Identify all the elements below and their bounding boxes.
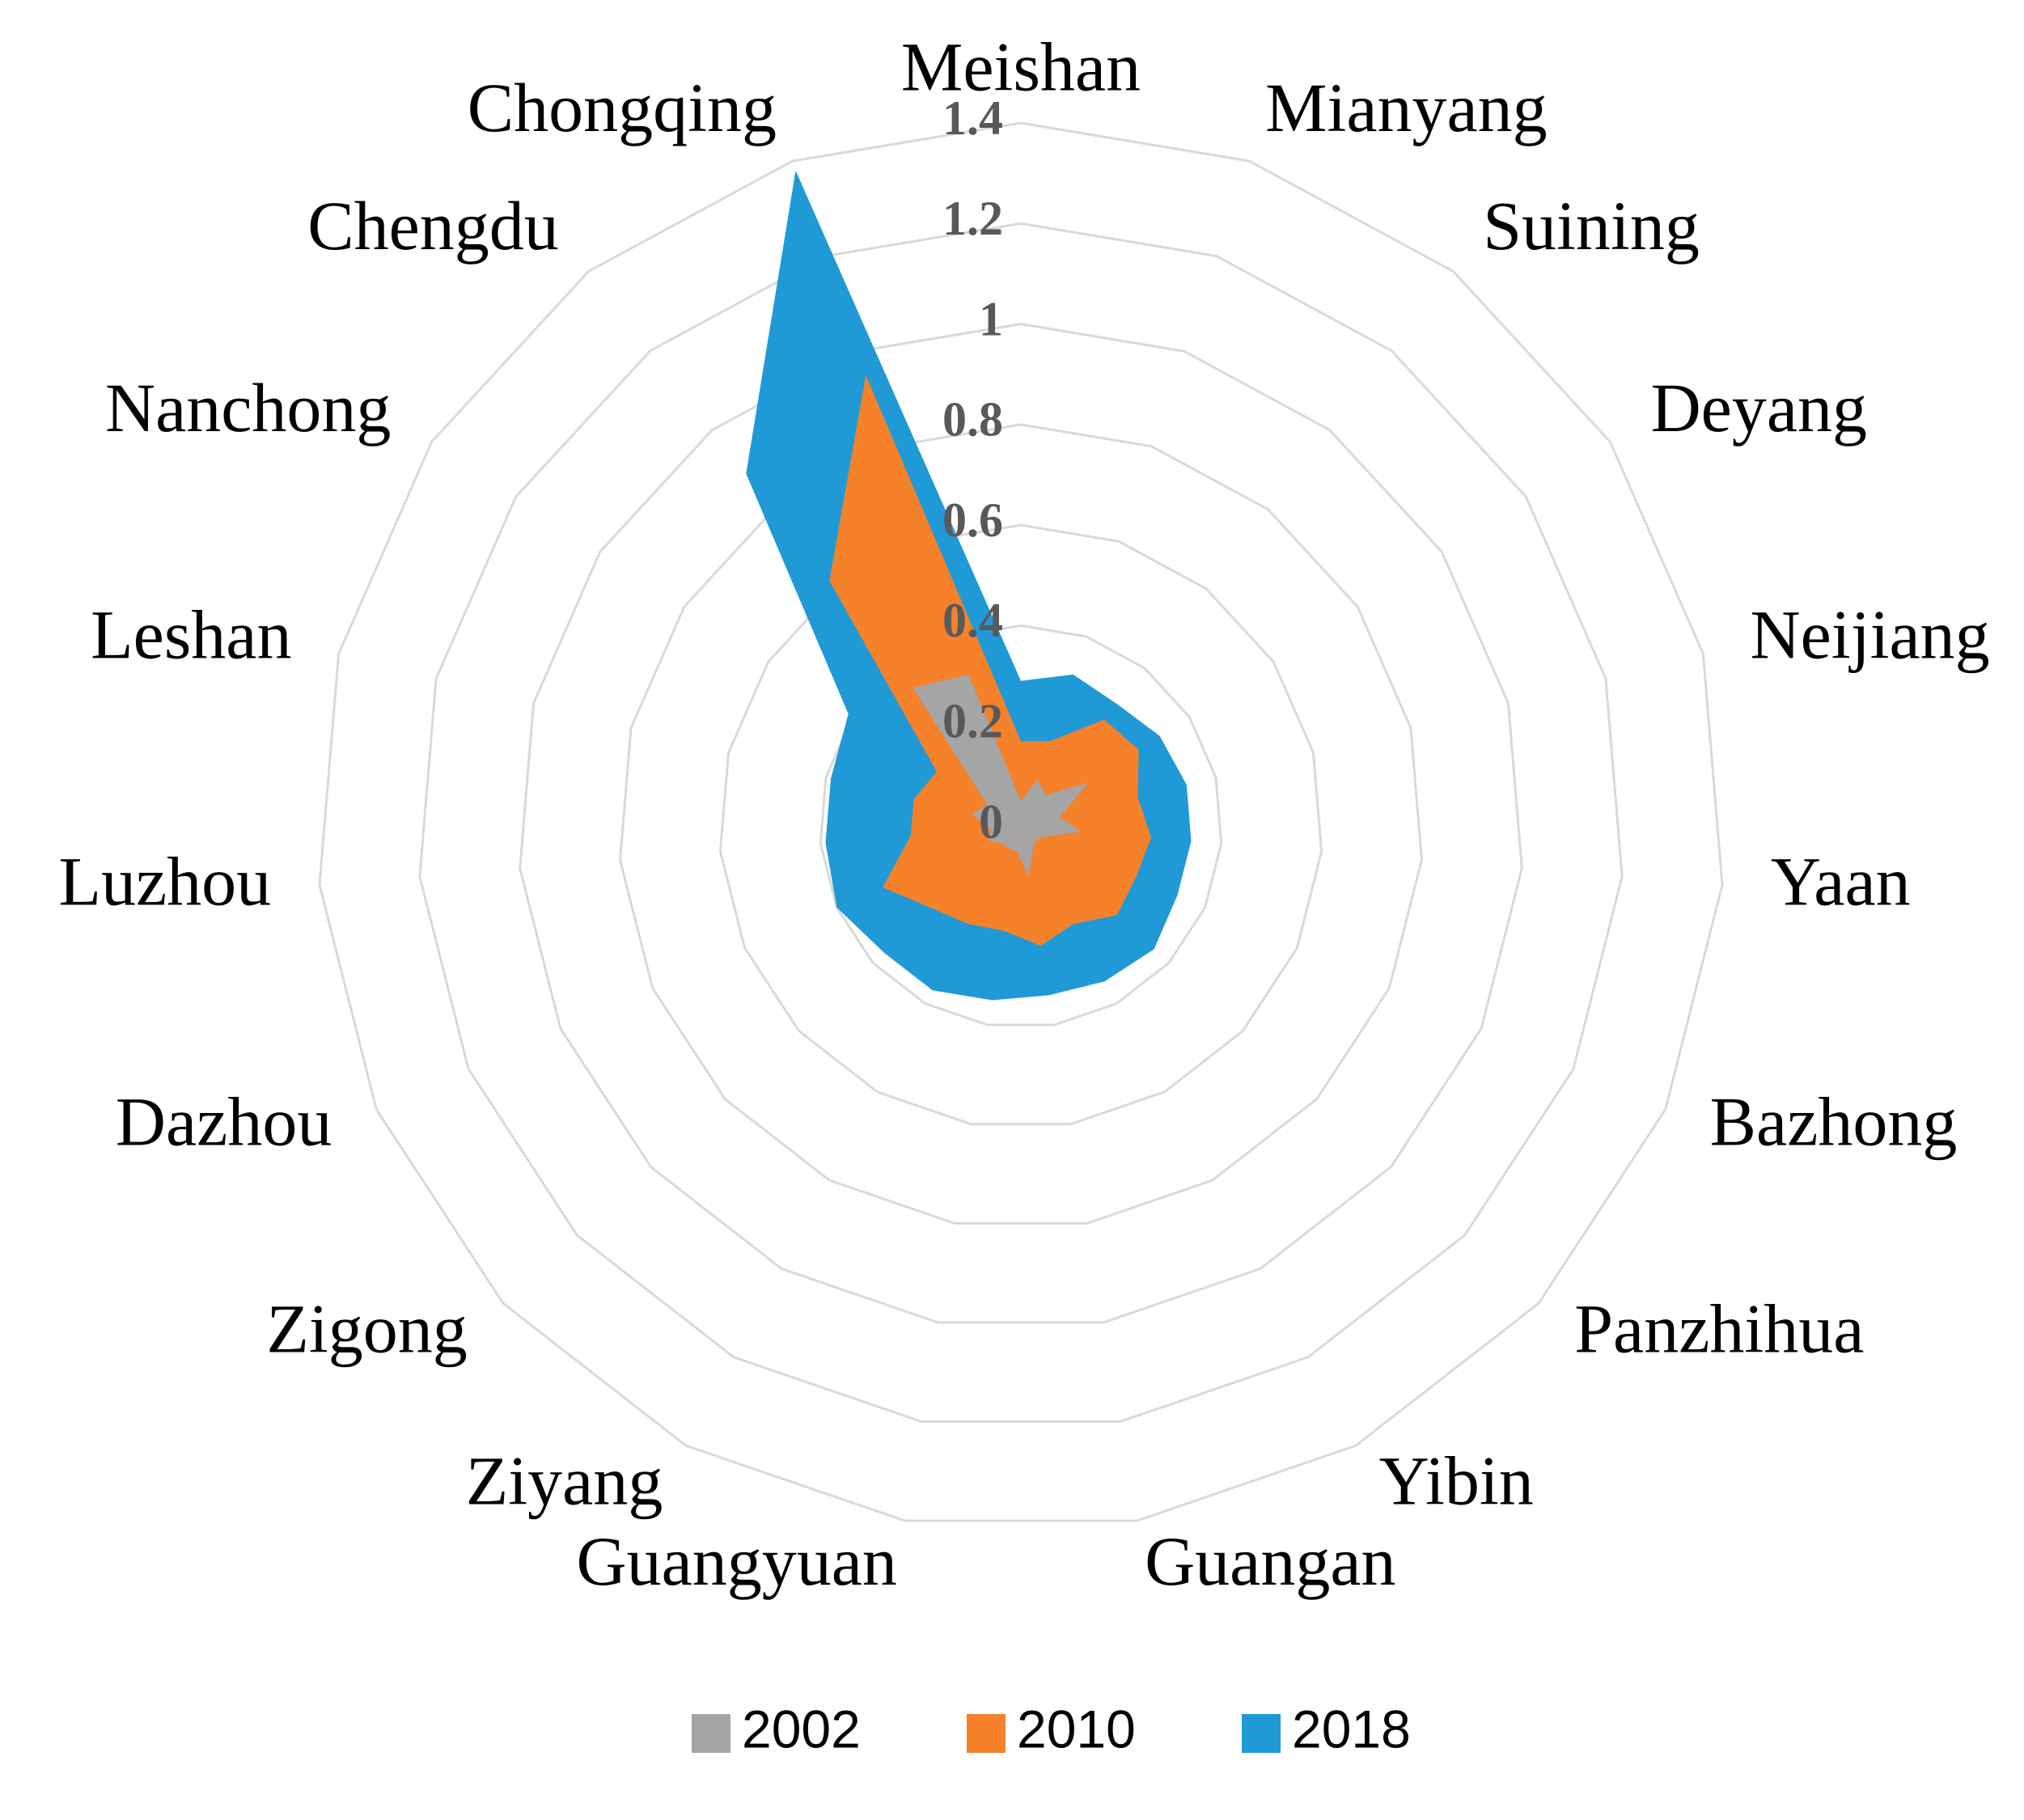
category-label: Panzhihua [1574,1290,1864,1368]
category-label: Guangan [1145,1522,1395,1600]
series-area [912,674,1089,877]
category-label: Leshan [91,595,291,673]
category-label: Deyang [1651,369,1867,447]
category-label: Zigong [266,1290,467,1368]
category-label: Bazhong [1710,1082,1958,1160]
category-label: Neijiang [1751,595,1990,673]
legend-swatch [692,1714,730,1753]
y-tick-label: 0.4 [942,594,1003,647]
y-tick-label: 0 [979,795,1003,849]
grid-line [718,523,1323,1126]
category-label: Nanchong [105,369,391,447]
category-label: Guangyuan [576,1522,896,1600]
category-label: Luzhou [58,843,271,921]
y-tick-label: 0.6 [942,493,1003,547]
category-label: Chengdu [307,187,559,265]
category-label: Meishan [901,28,1141,106]
category-label: Suining [1483,187,1700,265]
grid-line [519,323,1523,1324]
legend-label: 2002 [742,1699,861,1759]
category-label: Dazhou [116,1082,332,1160]
y-tick-label: 1.2 [942,192,1003,245]
grid-line [318,121,1724,1522]
legend-label: 2010 [1017,1699,1136,1759]
legend-label: 2018 [1292,1699,1411,1759]
y-tick-label: 1 [979,292,1003,345]
category-label: Mianyang [1265,69,1548,146]
category-label: Ziyang [466,1442,663,1520]
y-tick-label: 1.4 [942,91,1003,145]
y-tick-label: 0.2 [942,694,1003,747]
legend-swatch [1242,1714,1281,1753]
category-label: Chongqing [468,69,777,146]
grid-line [619,423,1423,1225]
legend-swatch [967,1714,1006,1753]
grid-line [418,222,1624,1424]
y-tick-label: 0.8 [942,393,1003,447]
category-label: Yaan [1771,843,1911,921]
category-label: Yibin [1379,1442,1534,1520]
